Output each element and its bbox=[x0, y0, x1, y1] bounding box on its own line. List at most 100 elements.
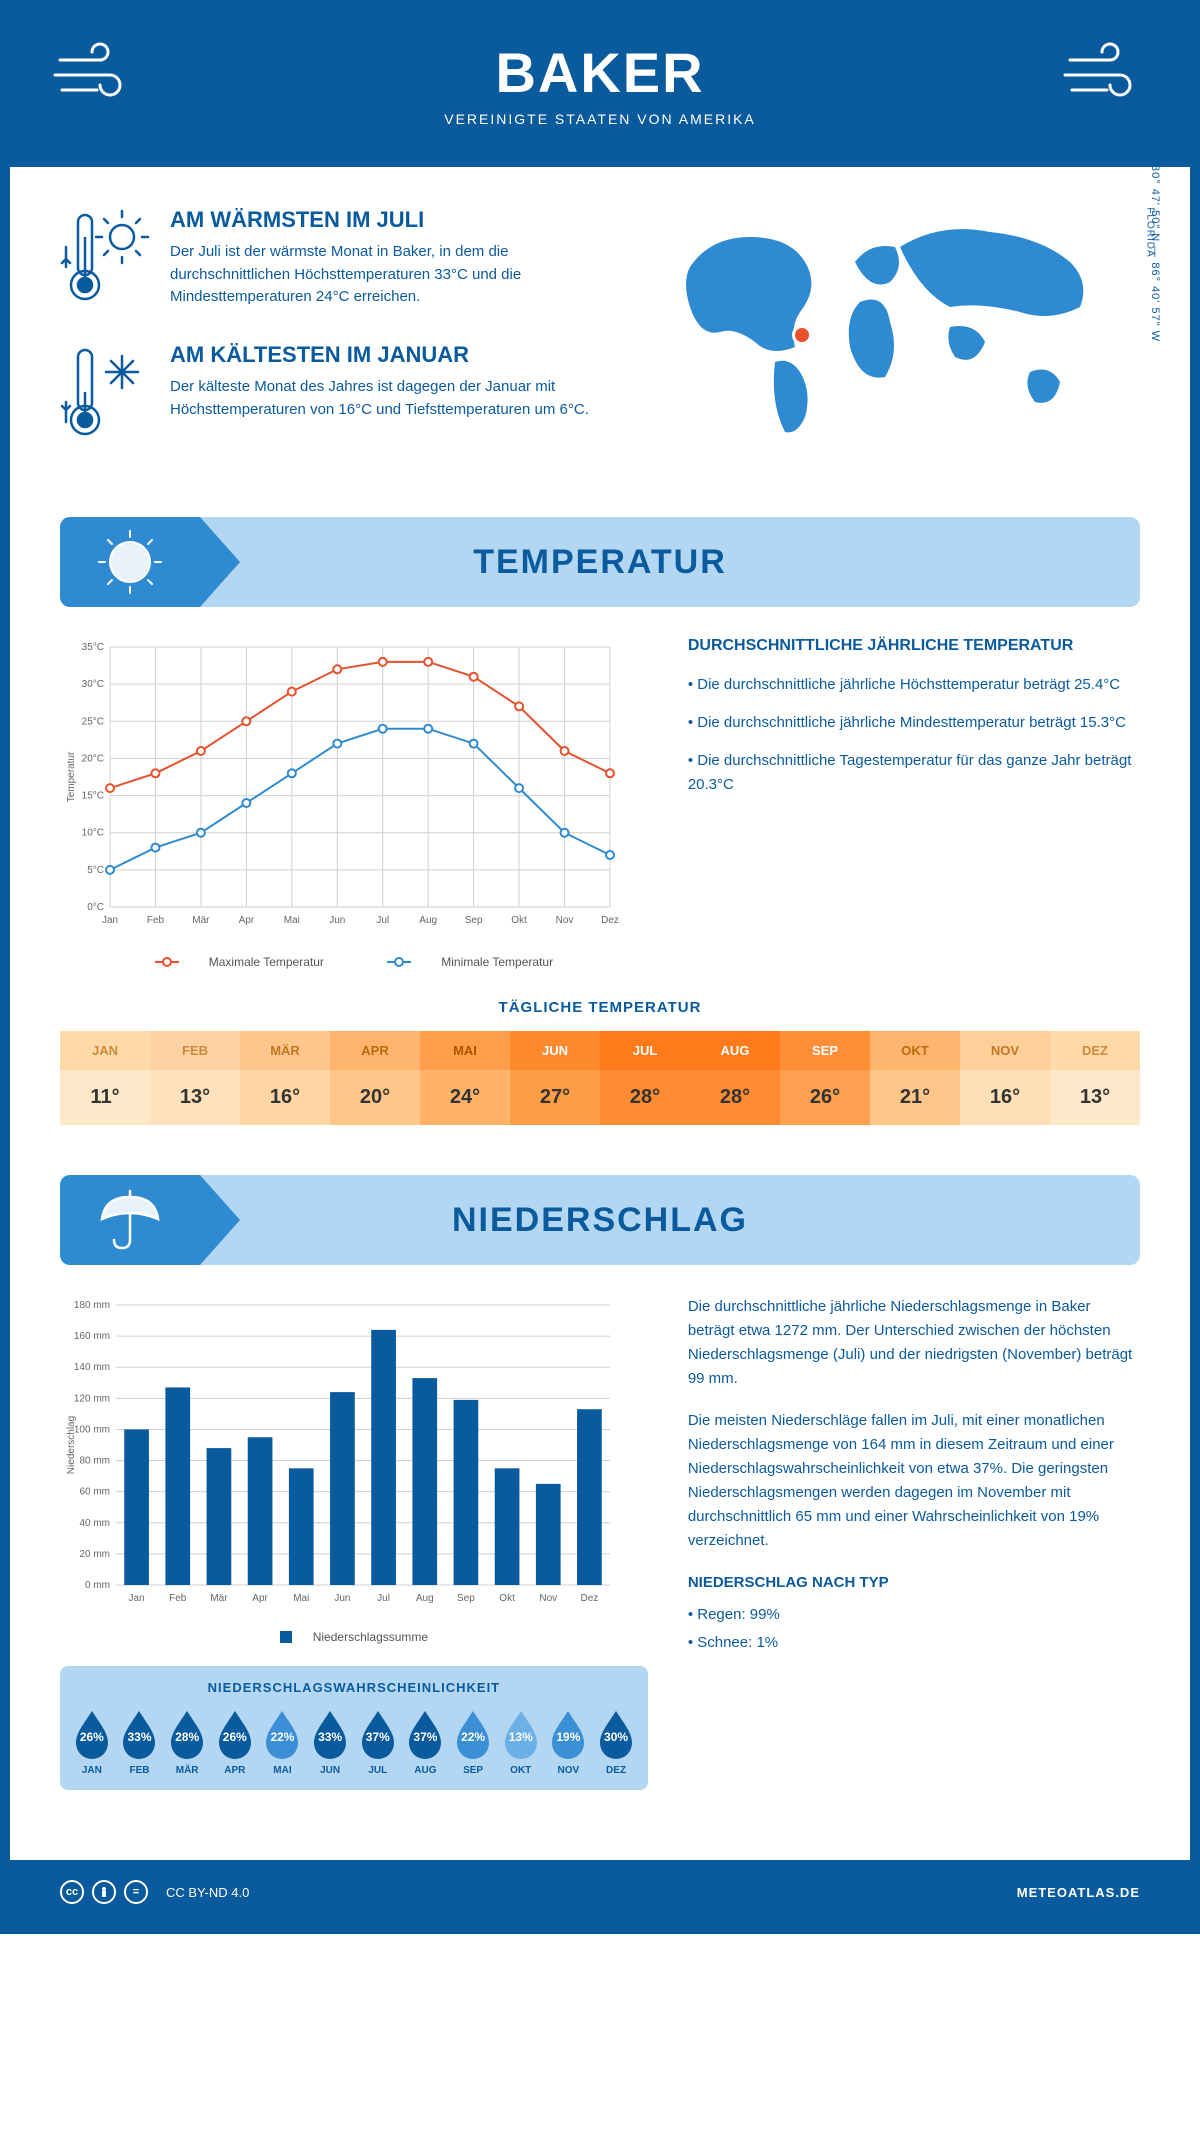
warmest-text: Der Juli ist der wärmste Monat in Baker,… bbox=[170, 241, 620, 309]
svg-text:Nov: Nov bbox=[539, 1593, 557, 1604]
svg-text:140 mm: 140 mm bbox=[74, 1362, 110, 1373]
prob-drop: 26%JAN bbox=[70, 1707, 114, 1776]
svg-text:Mär: Mär bbox=[192, 915, 210, 926]
month-cell: JAN11° bbox=[60, 1031, 150, 1125]
section-band-temperature: TEMPERATUR bbox=[60, 517, 1140, 607]
svg-text:Jul: Jul bbox=[377, 1593, 390, 1604]
svg-text:Apr: Apr bbox=[239, 915, 255, 926]
country-subtitle: VEREINIGTE STAATEN VON AMERIKA bbox=[30, 111, 1170, 127]
month-cell: MÄR16° bbox=[240, 1031, 330, 1125]
svg-text:Feb: Feb bbox=[169, 1593, 187, 1604]
cc-icon: cc bbox=[60, 1880, 84, 1904]
svg-text:Nov: Nov bbox=[556, 915, 574, 926]
world-map bbox=[660, 207, 1100, 437]
svg-text:0 mm: 0 mm bbox=[85, 1580, 110, 1591]
svg-text:Aug: Aug bbox=[419, 915, 437, 926]
prob-drop: 13%OKT bbox=[499, 1707, 543, 1776]
svg-text:Mär: Mär bbox=[210, 1593, 228, 1604]
nd-icon: = bbox=[124, 1880, 148, 1904]
svg-text:100 mm: 100 mm bbox=[74, 1424, 110, 1435]
month-cell: FEB13° bbox=[150, 1031, 240, 1125]
prob-drop: 26%APR bbox=[213, 1707, 257, 1776]
sun-icon bbox=[60, 517, 200, 607]
svg-text:35°C: 35°C bbox=[82, 642, 104, 653]
svg-text:180 mm: 180 mm bbox=[74, 1300, 110, 1311]
svg-text:30°C: 30°C bbox=[82, 679, 104, 690]
svg-text:Sep: Sep bbox=[465, 915, 483, 926]
month-cell: APR20° bbox=[330, 1031, 420, 1125]
fact-coldest: AM KÄLTESTEN IM JANUAR Der kälteste Mona… bbox=[60, 342, 620, 447]
license-icons: cc = CC BY-ND 4.0 bbox=[60, 1880, 249, 1904]
precip-para-2: Die meisten Niederschläge fallen im Juli… bbox=[688, 1409, 1140, 1553]
temperature-chart-row: 0°C5°C10°C15°C20°C25°C30°C35°CJanFebMärA… bbox=[60, 637, 1140, 969]
thermometer-sun-icon bbox=[60, 207, 150, 312]
fact-warmest: AM WÄRMSTEN IM JULI Der Juli ist der wär… bbox=[60, 207, 620, 312]
month-cell: NOV16° bbox=[960, 1031, 1050, 1125]
month-cell: DEZ13° bbox=[1050, 1031, 1140, 1125]
svg-text:Jul: Jul bbox=[376, 915, 389, 926]
svg-text:Feb: Feb bbox=[147, 915, 165, 926]
city-title: BAKER bbox=[30, 40, 1170, 105]
svg-text:Mai: Mai bbox=[284, 915, 300, 926]
prob-drop: 19%NOV bbox=[547, 1707, 591, 1776]
svg-text:Niederschlag: Niederschlag bbox=[66, 1416, 77, 1474]
svg-text:20°C: 20°C bbox=[82, 753, 104, 764]
svg-text:Dez: Dez bbox=[601, 915, 619, 926]
svg-text:Mai: Mai bbox=[293, 1593, 309, 1604]
section-band-precipitation: NIEDERSCHLAG bbox=[60, 1175, 1140, 1265]
temperature-line-chart: 0°C5°C10°C15°C20°C25°C30°C35°CJanFebMärA… bbox=[60, 637, 648, 969]
svg-text:Aug: Aug bbox=[416, 1593, 434, 1604]
month-cell: MAI24° bbox=[420, 1031, 510, 1125]
svg-text:Jun: Jun bbox=[334, 1593, 350, 1604]
temp-bullet: • Die durchschnittliche jährliche Höchst… bbox=[688, 673, 1140, 697]
type-bullet: • Schnee: 1% bbox=[688, 1631, 1140, 1655]
prob-drop: 37%JUL bbox=[356, 1707, 400, 1776]
thermometer-snow-icon bbox=[60, 342, 150, 447]
temp-info-title: DURCHSCHNITTLICHE JÄHRLICHE TEMPERATUR bbox=[688, 637, 1140, 655]
probability-drops: 26%JAN33%FEB28%MÄR26%APR22%MAI33%JUN37%J… bbox=[70, 1707, 638, 1776]
svg-text:120 mm: 120 mm bbox=[74, 1393, 110, 1404]
prob-drop: 33%JUN bbox=[308, 1707, 352, 1776]
prob-drop: 22%MAI bbox=[261, 1707, 305, 1776]
svg-text:25°C: 25°C bbox=[82, 716, 104, 727]
svg-text:15°C: 15°C bbox=[82, 791, 104, 802]
svg-text:10°C: 10°C bbox=[82, 828, 104, 839]
header: BAKER VEREINIGTE STAATEN VON AMERIKA bbox=[10, 10, 1190, 167]
daily-temp-title: TÄGLICHE TEMPERATUR bbox=[60, 999, 1140, 1016]
section-title-temperature: TEMPERATUR bbox=[473, 543, 727, 582]
precip-legend: Niederschlagssumme bbox=[60, 1630, 648, 1646]
section-title-precipitation: NIEDERSCHLAG bbox=[452, 1201, 748, 1240]
wind-icon bbox=[50, 40, 140, 115]
site-name: METEOATLAS.DE bbox=[1017, 1885, 1140, 1900]
svg-text:5°C: 5°C bbox=[87, 865, 104, 876]
prob-drop: 30%DEZ bbox=[594, 1707, 638, 1776]
svg-text:Okt: Okt bbox=[499, 1593, 515, 1604]
by-icon bbox=[92, 1880, 116, 1904]
precip-para-1: Die durchschnittliche jährliche Niedersc… bbox=[688, 1295, 1140, 1391]
precipitation-text: Die durchschnittliche jährliche Niedersc… bbox=[688, 1295, 1140, 1790]
svg-text:Jan: Jan bbox=[129, 1593, 145, 1604]
coldest-text: Der kälteste Monat des Jahres ist dagege… bbox=[170, 376, 620, 421]
footer: cc = CC BY-ND 4.0 METEOATLAS.DE bbox=[10, 1860, 1190, 1924]
coldest-title: AM KÄLTESTEN IM JANUAR bbox=[170, 342, 620, 368]
temp-bullet: • Die durchschnittliche jährliche Mindes… bbox=[688, 711, 1140, 735]
precip-legend-label: Niederschlagssumme bbox=[313, 1630, 428, 1644]
page: BAKER VEREINIGTE STAATEN VON AMERIKA AM … bbox=[0, 0, 1200, 1934]
prob-title: NIEDERSCHLAGSWAHRSCHEINLICHKEIT bbox=[70, 1680, 638, 1695]
prob-drop: 22%SEP bbox=[451, 1707, 495, 1776]
svg-text:80 mm: 80 mm bbox=[79, 1456, 110, 1467]
prob-drop: 33%FEB bbox=[118, 1707, 162, 1776]
top-row: AM WÄRMSTEN IM JULI Der Juli ist der wär… bbox=[60, 207, 1140, 477]
month-cell: JUL28° bbox=[600, 1031, 690, 1125]
type-bullet: • Regen: 99% bbox=[688, 1603, 1140, 1627]
wind-icon bbox=[1060, 40, 1150, 115]
svg-text:Okt: Okt bbox=[511, 915, 527, 926]
legend-max: Maximale Temperatur bbox=[209, 955, 324, 969]
map-wrap: FLORIDA 30° 47' 50" N — 86° 40' 57" W bbox=[660, 207, 1140, 477]
daily-temperature-strip: JAN11°FEB13°MÄR16°APR20°MAI24°JUN27°JUL2… bbox=[60, 1031, 1140, 1125]
precip-type-title: NIEDERSCHLAG NACH TYP bbox=[688, 1571, 1140, 1595]
month-cell: OKT21° bbox=[870, 1031, 960, 1125]
svg-text:Sep: Sep bbox=[457, 1593, 475, 1604]
umbrella-icon bbox=[60, 1175, 200, 1265]
prob-drop: 37%AUG bbox=[404, 1707, 448, 1776]
